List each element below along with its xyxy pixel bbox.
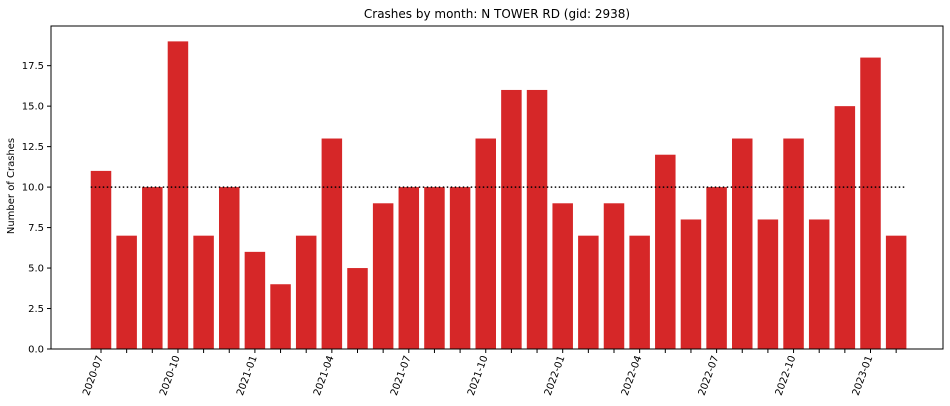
bar-2021-12 — [526, 89, 548, 349]
bar-2022-08 — [732, 138, 753, 349]
x-tick-label: 2023-01 — [851, 354, 876, 397]
bar-2022-10 — [783, 138, 804, 349]
x-tick-label: 2021-01 — [235, 354, 260, 397]
bar-2021-09 — [449, 187, 471, 349]
bar-2022-03 — [603, 203, 625, 349]
x-tick-label: 2022-04 — [620, 354, 645, 397]
bar-2020-08 — [116, 235, 137, 349]
x-tick-label: 2022-07 — [697, 354, 722, 397]
bar-2022-06 — [680, 219, 702, 349]
y-axis-label: Number of Crashes — [6, 138, 17, 234]
bar-2021-02 — [270, 284, 291, 349]
y-tick-label: 2.5 — [28, 304, 44, 315]
y-tick-label: 10.0 — [22, 183, 44, 194]
bar-2021-10 — [475, 138, 496, 349]
bar-2021-11 — [501, 89, 522, 349]
bar-2020-11 — [193, 235, 214, 349]
y-tick-label: 12.5 — [22, 142, 44, 153]
x-tick-label: 2022-10 — [774, 354, 799, 397]
bar-2020-09 — [142, 187, 163, 349]
bar-2021-06 — [372, 203, 394, 349]
bar-2022-11 — [808, 219, 830, 349]
bar-2021-04 — [321, 138, 343, 349]
bar-2022-04 — [629, 235, 650, 349]
y-tick-label: 7.5 — [28, 223, 44, 234]
x-tick-label: 2021-04 — [312, 354, 337, 397]
x-axis: 2020-07 2020-10 2021-01 2021-04 2021-07 2021-… — [81, 349, 897, 397]
x-tick-label: 2020-07 — [81, 354, 106, 397]
bar-2023-02 — [885, 235, 907, 349]
bar-2022-05 — [655, 154, 676, 349]
bar-2021-07 — [398, 187, 420, 349]
y-tick-label: 17.5 — [22, 61, 44, 72]
x-tick-label: 2021-07 — [389, 354, 414, 397]
bar-2022-02 — [578, 235, 599, 349]
bar-2022-12 — [834, 106, 856, 349]
bar-2022-07 — [706, 187, 727, 349]
y-tick-label: 5.0 — [28, 264, 44, 275]
chart-title: Crashes by month: N TOWER RD (gid: 2938) — [364, 7, 630, 21]
plot-area-frame — [50, 25, 944, 350]
bar-2023-01 — [860, 57, 881, 349]
x-tick-label: 2022-01 — [543, 354, 568, 397]
y-tick-label: 0.0 — [28, 345, 44, 356]
bar-2021-05 — [347, 268, 368, 349]
bar-2020-10 — [167, 41, 189, 349]
y-tick-label: 15.0 — [22, 102, 44, 113]
bars-group — [90, 41, 907, 349]
x-tick-label: 2021-10 — [466, 354, 491, 397]
bar-2021-08 — [424, 187, 445, 349]
bar-2021-01 — [244, 251, 266, 349]
bar-2021-03 — [295, 235, 317, 349]
bar-2022-01 — [552, 203, 573, 349]
bar-2020-07 — [90, 170, 112, 349]
y-axis: 0.0 2.5 5.0 7.5 10.0 12.5 15.0 17.5 — [22, 61, 51, 356]
bar-2022-09 — [757, 219, 779, 349]
bar-2020-12 — [219, 187, 240, 349]
x-tick-label: 2020-10 — [158, 354, 183, 397]
